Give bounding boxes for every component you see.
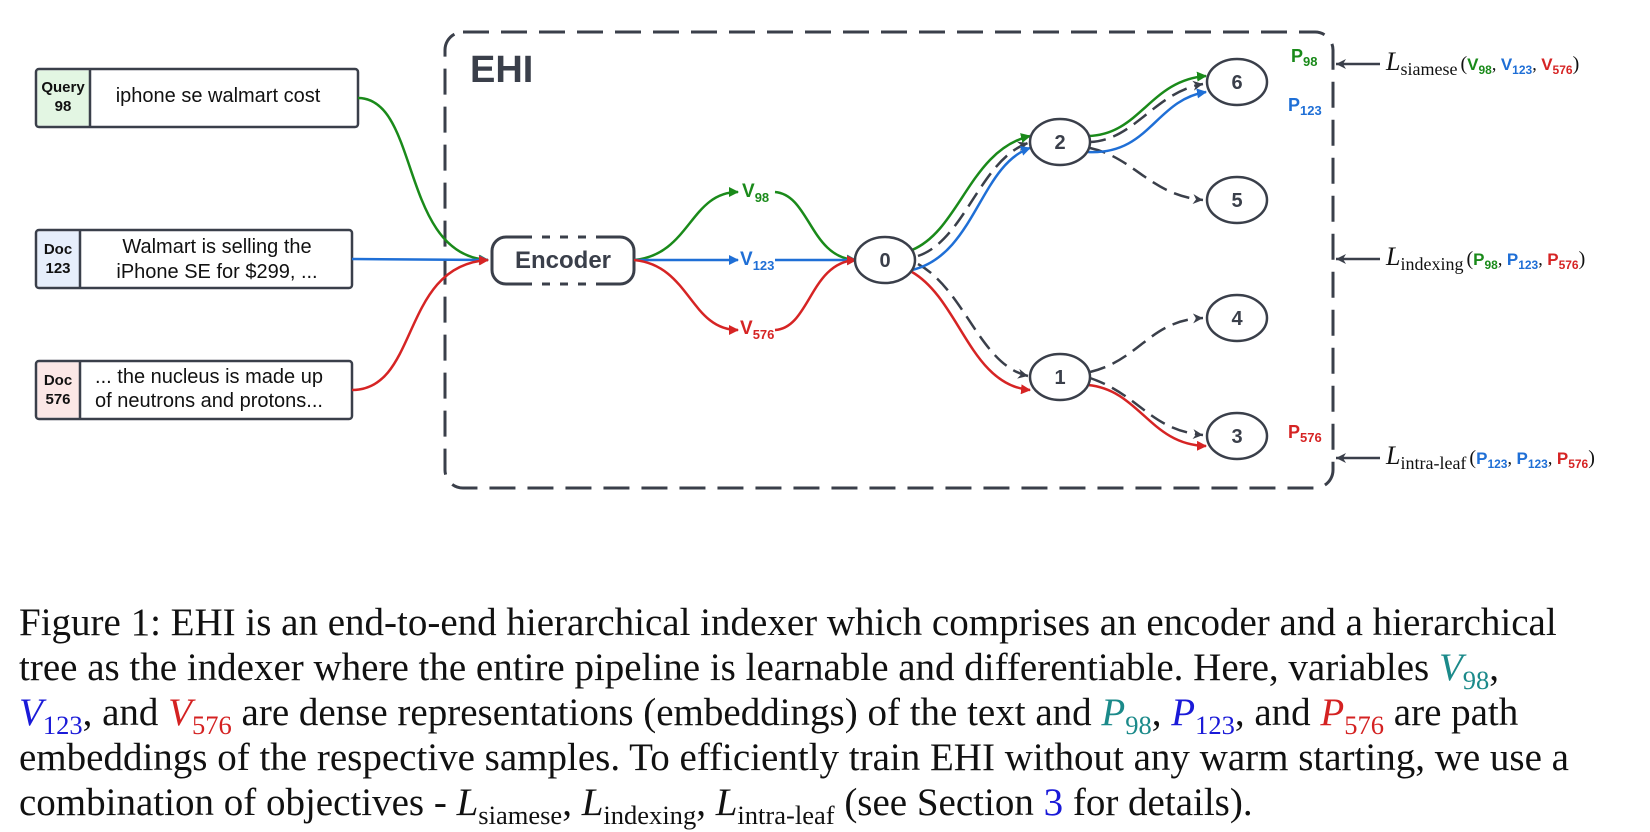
edge-encoder-v576 (633, 258, 739, 335)
loss-siamese: Lsiamese (V98, V123, V576) (1385, 47, 1579, 79)
input-doc-123: Doc 123 Walmart is selling the iPhone SE… (34, 228, 354, 290)
path-edge-red-0-1 (911, 270, 1031, 395)
caption-line-5: combination of objectives - Lsiamese, Li… (19, 781, 1253, 830)
label-p98: P98 (1291, 46, 1317, 69)
caption-line-4: embeddings of the respective samples. To… (19, 736, 1569, 779)
input-tag-line1: Query (41, 79, 85, 96)
path-edge-green-2-6 (1087, 71, 1207, 138)
input-query-98: Query 98 iphone se walmart cost (34, 67, 360, 129)
input-tag-line2: 123 (45, 260, 70, 277)
tree-node-5: 5 (1205, 175, 1269, 225)
svg-text:2: 2 (1054, 132, 1065, 154)
svg-text:5: 5 (1231, 190, 1242, 212)
svg-text:1: 1 (1054, 367, 1065, 389)
label-p576: P576 (1288, 422, 1322, 445)
tree-node-2: 2 (1028, 117, 1092, 167)
input-text: iphone se walmart cost (116, 85, 321, 107)
input-text-line2: iPhone SE for $299, ... (116, 261, 317, 283)
caption-line-2: tree as the indexer where the entire pip… (19, 646, 1500, 695)
tree-node-4: 4 (1205, 293, 1269, 343)
edge-encoder-v98 (633, 187, 739, 262)
section-link[interactable]: 3 (1043, 781, 1064, 824)
ehi-label: EHI (470, 49, 533, 91)
input-text-line2: of neutrons and protons... (95, 390, 323, 412)
label-v576: V576 (740, 318, 774, 342)
caption-line-3: V123, and V576 are dense representations… (19, 691, 1519, 740)
path-edge-green-0-2 (911, 133, 1031, 252)
svg-text:6: 6 (1231, 72, 1242, 94)
encoder-label: Encoder (515, 247, 611, 274)
input-tag-line2: 576 (45, 391, 70, 408)
edge-query-encoder (357, 96, 489, 265)
loss-indexing: Lindexing (P98, P123, P576) (1385, 242, 1585, 274)
input-tag-line1: Doc (44, 372, 72, 389)
input-text-line1: Walmart is selling the (122, 236, 311, 258)
tree-node-6: 6 (1205, 57, 1269, 107)
input-text-line1: ... the nucleus is made up (95, 366, 323, 388)
edge-doc123-encoder (351, 254, 489, 265)
edge-v576-node0 (774, 255, 857, 332)
label-v123: V123 (740, 249, 774, 273)
svg-text:0: 0 (879, 250, 890, 272)
tree-edge-2-5 (1089, 146, 1204, 205)
svg-text:3: 3 (1231, 426, 1242, 448)
path-edge-blue-0-2 (911, 146, 1031, 272)
input-tag-line1: Doc (44, 241, 72, 258)
tree-node-0: 0 (853, 235, 917, 285)
path-edge-red-1-3 (1087, 383, 1207, 451)
tree-edge-0-2 (917, 141, 1029, 258)
figure-caption: Figure 1: EHI is an end-to-end hierarchi… (19, 600, 1639, 830)
ehi-figure: EHI Query 98 iphone se walmart cost Doc … (34, 30, 1595, 490)
tree-node-3: 3 (1205, 411, 1269, 461)
input-tag-line2: 98 (55, 98, 72, 115)
edge-v98-node0 (774, 190, 857, 265)
path-edge-blue-2-6 (1087, 88, 1207, 154)
edge-doc576-encoder (351, 255, 489, 392)
loss-intra-leaf: Lintra-leaf (P123, P123, P576) (1385, 441, 1595, 473)
tree-edge-2-6 (1089, 80, 1204, 144)
caption-line-1: Figure 1: EHI is an end-to-end hierarchi… (19, 601, 1557, 644)
svg-text:4: 4 (1231, 308, 1243, 330)
input-doc-576: Doc 576 ... the nucleus is made up of ne… (34, 359, 354, 421)
tree-node-1: 1 (1028, 352, 1092, 402)
tree-edge-1-4 (1089, 313, 1204, 374)
label-p123: P123 (1288, 95, 1322, 118)
label-v98: V98 (742, 181, 769, 205)
tree-edge-0-1 (917, 262, 1029, 379)
tree-edge-1-3 (1089, 376, 1204, 440)
